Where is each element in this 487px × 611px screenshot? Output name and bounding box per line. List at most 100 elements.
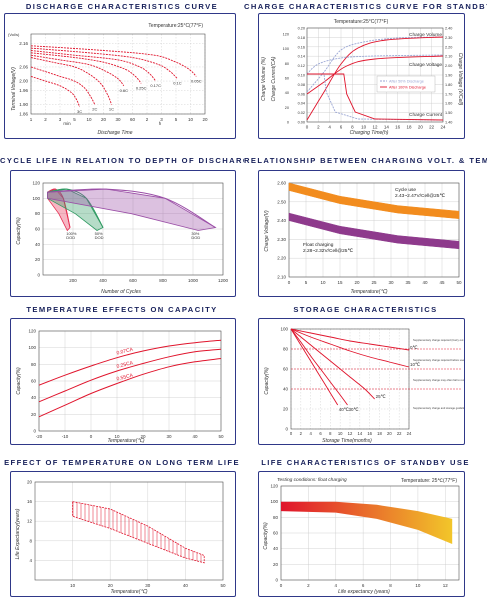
long-life-y-label: Life Expectancy(years)	[15, 508, 21, 559]
standby-band	[281, 501, 453, 544]
discharge-series-line	[30, 57, 112, 105]
charge-current-tick: 0.04	[298, 102, 305, 106]
discharge-x-tick: 60	[130, 117, 136, 122]
volt-x-tick: 25	[371, 280, 377, 285]
standby-y-tick: 0	[275, 578, 278, 583]
cycle-y-label: Capacity(%)	[16, 217, 22, 245]
charge-current-tick: 0.00	[298, 121, 305, 125]
charge-voltage-tick: 2.20	[445, 45, 452, 49]
charge-current-tick: 0.10	[298, 74, 305, 78]
charge-current-tick: 0.18	[298, 36, 305, 40]
temp-capacity-chart: Capacity(%) Temperature(℃) -20 -10 0 10 20 30…	[16, 329, 224, 445]
charge-volume-tick: 120	[283, 33, 289, 37]
standby-x-tick: 0	[280, 583, 283, 588]
discharge-series-line	[30, 66, 96, 105]
longlife-y-tick: 12	[27, 519, 33, 524]
discharge-y-unit: (Vol/s)	[8, 32, 20, 37]
charge-voltage-tick: 2.30	[445, 36, 452, 40]
storage-x-tick: 2	[300, 431, 303, 436]
longlife-band	[72, 501, 205, 564]
charge-x-tick: 22	[429, 125, 435, 130]
storage-x-tick: 24	[407, 431, 412, 436]
charge-x-label: Charging Time(h)	[350, 130, 389, 136]
charge-voltage-tick: 1.70	[445, 92, 452, 96]
standby-y-tick: 20	[273, 562, 279, 567]
charge-voltage-50-line	[306, 54, 444, 75]
charge-current-tick: 0.06	[298, 92, 305, 96]
long-life-panel: Life Expectancy(years) Temperature(℃) 10…	[10, 471, 236, 597]
cycle-band-edge	[47, 188, 104, 228]
storage-annotation: Supplementary charge required (Carry out…	[413, 338, 464, 342]
cycle-plot-frame	[42, 182, 224, 276]
long-life-chart: Life Expectancy(years) Temperature(℃) 10…	[15, 480, 226, 596]
storage-chart: Capacity(%) Storage Time(months) 0 2 4 6 8 10…	[264, 327, 464, 445]
standby-y-tick: 100	[270, 499, 278, 504]
discharge-x-tick: 20	[101, 117, 107, 122]
charge-x-tick: 2	[317, 125, 320, 130]
charge-current-tick: 0.20	[298, 27, 305, 31]
longlife-x-tick: 50	[220, 583, 226, 588]
volt-x-tick: 35	[405, 280, 411, 285]
discharge-y-tick: 1.96	[19, 88, 28, 93]
discharge-x-label: Discharge Time	[98, 130, 133, 136]
discharge-panel: (Vol/s) Temperature:25°C(77°F) Terminal …	[4, 13, 236, 139]
discharge-series-line	[30, 75, 81, 108]
storage-y-label: Capacity(%)	[264, 367, 270, 395]
storage-line	[290, 328, 410, 351]
volt-x-tick: 20	[354, 280, 360, 285]
charge-legend-label: After 50% Discharge	[389, 80, 424, 84]
volt-x-tick: 45	[439, 280, 445, 285]
cycle-y-tick: 40	[35, 242, 41, 247]
long-life-title: EFFECT OF TEMPERATURE ON LONG TERM LIFE	[4, 458, 240, 467]
discharge-series-label: 0.1C	[173, 81, 182, 86]
storage-series-label: 10℃	[410, 362, 421, 367]
discharge-x-tick: 2	[146, 117, 149, 122]
storage-line	[290, 328, 339, 406]
standby-x-tick: 4	[335, 583, 338, 588]
discharge-series-line	[30, 50, 157, 82]
long-life-x-label: Temperature(℃)	[110, 589, 147, 595]
standby-y-tick: 60	[273, 531, 279, 536]
tempcap-series-label: 0.55CA	[116, 372, 134, 382]
charge-title: CHARGE CHARACTERISTICS CURVE FOR STANDBY…	[244, 2, 487, 11]
charge-x-tick: 18	[406, 125, 412, 130]
tempcap-plot-frame	[38, 330, 222, 432]
volt-temp-chart: Charge Voltage(V) Temperature(℃) 0 5 10 15 2…	[264, 181, 462, 296]
cycle-life-chart: Capacity(%) Number of Cycles 200 400 600 80…	[16, 181, 229, 296]
storage-annotation: Supplementary charge may often fail to r…	[413, 378, 464, 382]
storage-series-label: 0℃	[410, 345, 419, 350]
discharge-series-line	[30, 45, 197, 77]
tempcap-y-tick: 100	[28, 345, 36, 350]
storage-x-tick: 0	[290, 431, 293, 436]
storage-x-tick: 20	[387, 431, 392, 436]
tempcap-x-tick: 50	[218, 434, 224, 439]
temp-capacity-title: TEMPERATURE EFFECTS ON CAPACITY	[26, 305, 218, 314]
tempcap-x-tick: 0	[90, 434, 93, 439]
volt-temp-title: RELATIONSHIP BETWEEN CHARGING VOLT. & TE…	[244, 156, 487, 165]
volt-x-tick: 0	[288, 280, 291, 285]
storage-y-tick: 20	[283, 407, 289, 412]
charge-current-tick: 0.16	[298, 45, 305, 49]
discharge-condition: Temperature:25°C(77°F)	[148, 23, 203, 29]
cycle-label-pct: 100%	[66, 231, 77, 236]
charge-chart: Temperature:25°C(77°F) Charge Volume (%)…	[261, 19, 463, 136]
standby-x-tick: 10	[415, 583, 421, 588]
volt-band	[288, 182, 460, 219]
standby-condition: Temperature: 25℃(77°F)	[401, 478, 457, 484]
storage-title: STORAGE CHARACTERISTICS	[293, 305, 438, 314]
charge-x-tick: 8	[351, 125, 354, 130]
tempcap-x-tick: 10	[114, 434, 120, 439]
cycle-band	[47, 188, 217, 231]
storage-line	[290, 328, 348, 406]
temp-cap-y-label: Capacity(%)	[16, 367, 22, 395]
discharge-series-line	[30, 52, 142, 84]
charge-plot-frame	[306, 27, 444, 123]
discharge-series-label: 2C	[92, 107, 97, 112]
tempcap-y-tick: 40	[31, 395, 37, 400]
charge-x-tick: 14	[384, 125, 390, 130]
cycle-label-pct: 50%	[95, 231, 103, 236]
cycle-band-edge	[47, 188, 216, 228]
tempcap-y-tick: 0	[33, 429, 36, 434]
charge-current-50-line	[307, 73, 444, 121]
discharge-min-label: min	[63, 121, 71, 126]
